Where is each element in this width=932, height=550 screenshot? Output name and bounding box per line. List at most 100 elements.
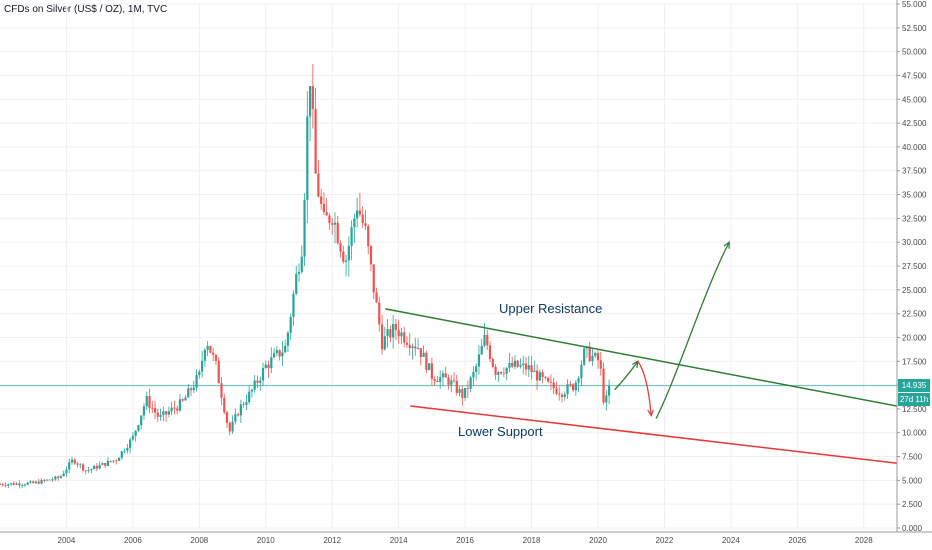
candle-body <box>403 332 406 343</box>
candle-body <box>583 348 586 365</box>
candle-body <box>156 412 159 417</box>
y-tick-label: 32.500 <box>902 214 927 223</box>
candle-body <box>483 334 486 346</box>
candle-body <box>400 332 403 337</box>
candle-body <box>250 389 254 392</box>
candle-body <box>486 334 489 346</box>
candle-body <box>364 223 367 227</box>
candle-body <box>70 459 74 463</box>
y-tick-label: 35.000 <box>902 191 927 200</box>
candle-body <box>181 399 184 401</box>
candle-body <box>563 394 566 397</box>
candle-body <box>411 346 414 349</box>
candle-body <box>151 407 154 409</box>
candle-body <box>275 350 278 354</box>
candle-body <box>344 260 348 262</box>
candle-body <box>405 342 409 345</box>
y-tick-label: 40.000 <box>902 143 927 152</box>
candle-body <box>477 354 481 367</box>
candle-body <box>392 323 395 338</box>
candle-body <box>281 352 284 357</box>
candle-body <box>153 408 157 413</box>
candle-body <box>256 380 259 383</box>
candle-body <box>558 393 561 395</box>
x-tick-label: 2010 <box>257 536 275 545</box>
y-tick-label: 27.500 <box>902 262 927 271</box>
candle-body <box>416 348 420 349</box>
candle-body <box>455 381 458 393</box>
candle-body <box>594 353 597 356</box>
candle-body <box>386 329 389 337</box>
candle-body <box>40 479 43 484</box>
candle-body <box>217 360 220 384</box>
candle-body <box>511 362 514 367</box>
candle-body <box>167 411 170 415</box>
candle-body <box>475 366 478 372</box>
candle-body <box>480 345 483 355</box>
candle-body <box>605 395 608 403</box>
lower-support-line <box>410 405 898 464</box>
candle-body <box>527 365 530 370</box>
candle-body <box>165 411 168 415</box>
candle-body <box>522 363 525 366</box>
candle-body <box>372 264 375 293</box>
candle-body <box>588 346 591 362</box>
candle-body <box>245 402 248 405</box>
y-tick-label: 0.000 <box>902 524 923 533</box>
candle-body <box>145 396 148 407</box>
candle-body <box>109 460 112 462</box>
candle-body <box>433 378 436 381</box>
candle-body <box>325 212 328 216</box>
candle-body <box>34 481 38 484</box>
candle-body <box>494 366 497 375</box>
y-tick-label: 17.500 <box>902 357 927 366</box>
candle-body <box>602 368 605 403</box>
candle-body <box>353 218 356 228</box>
candle-body <box>228 422 231 432</box>
candle-body <box>206 345 209 350</box>
candle-body <box>1 484 4 486</box>
lower-support-label: Lower Support <box>458 424 543 439</box>
candle-body <box>15 483 18 485</box>
candle-body <box>259 380 262 383</box>
candle-body <box>192 387 195 391</box>
candle-body <box>148 396 151 408</box>
candle-body <box>317 173 320 197</box>
candle-body <box>466 387 469 389</box>
candle-body <box>209 345 212 353</box>
candle-body <box>516 360 519 367</box>
y-tick-label: 20.000 <box>902 333 927 342</box>
candle-body <box>134 430 137 436</box>
candle-body <box>21 484 24 486</box>
chart-grid <box>0 3 897 529</box>
candle-body <box>123 450 126 452</box>
candle-body <box>272 353 276 358</box>
candle-body <box>350 227 353 246</box>
candle-body <box>239 404 242 416</box>
candle-body <box>184 397 187 401</box>
candle-body <box>68 462 71 470</box>
candle-body <box>115 460 118 462</box>
candle-body <box>29 481 32 483</box>
candle-body <box>187 388 190 398</box>
candle-body <box>242 404 245 406</box>
candle-body <box>236 414 240 416</box>
candle-body <box>261 367 265 381</box>
candle-body <box>439 377 442 383</box>
candle-body <box>225 412 229 423</box>
candle-body <box>322 203 326 213</box>
candle-body <box>234 414 237 422</box>
candle-body <box>129 439 132 449</box>
y-tick-label: 2.500 <box>902 500 923 509</box>
candle-body <box>464 387 467 398</box>
candle-body <box>65 469 68 474</box>
candle-body <box>140 415 143 426</box>
candle-body <box>533 370 536 373</box>
candle-body <box>95 465 98 469</box>
candle-body <box>45 479 49 481</box>
y-tick-label: 50.000 <box>902 48 927 57</box>
candle-body <box>18 483 21 486</box>
candle-body <box>212 352 215 355</box>
